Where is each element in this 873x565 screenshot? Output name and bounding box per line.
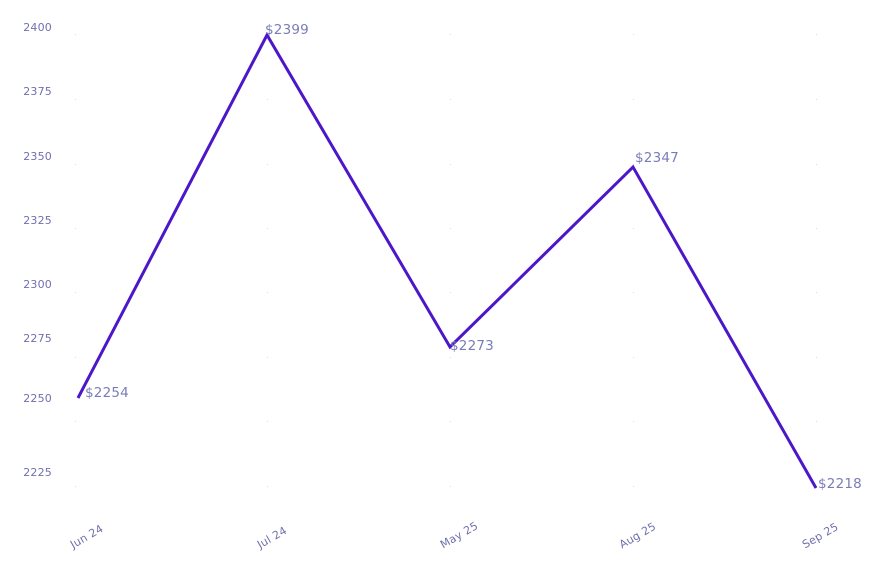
grid-dot [267,421,268,422]
grid-dot [75,34,76,35]
y-axis-tick-label: 2350 [23,150,52,163]
grid-dot [267,292,268,293]
grid-dot [75,164,76,165]
grid-dot [450,34,451,35]
grid-dot [450,421,451,422]
grid-dot [450,292,451,293]
grid-dot [267,99,268,100]
grid-dot [633,164,634,165]
grid-dot [75,99,76,100]
data-point-label: $2347 [635,150,679,166]
y-axis-tick-label: 2275 [23,332,52,345]
y-axis-tick-label: 2300 [23,278,52,291]
grid-dot [450,228,451,229]
grid-dot [267,164,268,165]
grid-dot [633,228,634,229]
grid-dot [75,357,76,358]
grid-dot [75,292,76,293]
grid-dot [450,99,451,100]
grid-dot [75,228,76,229]
grid-dot [633,34,634,35]
y-axis-tick-label: 2250 [23,392,52,405]
grid-dot [633,99,634,100]
data-point-label: $2399 [265,22,309,38]
grid-dot [633,486,634,487]
y-axis-tick-label: 2400 [23,21,52,34]
grid-dot [75,486,76,487]
grid-dot [816,421,817,422]
series-line-path [76,31,818,489]
y-axis-tick-label: 2375 [23,85,52,98]
grid-dot [816,357,817,358]
grid-dot [816,164,817,165]
grid-dot [816,292,817,293]
data-point-label: $2218 [818,476,862,492]
grid-dot [450,357,451,358]
y-axis-tick-label: 2325 [23,214,52,227]
grid-dot [267,228,268,229]
grid-dot [267,357,268,358]
grid-dot [450,164,451,165]
data-point-label: $2254 [85,385,129,401]
grid-dot [450,486,451,487]
grid-dot [267,486,268,487]
grid-dot [633,292,634,293]
grid-dot [633,421,634,422]
grid-dot [633,357,634,358]
y-axis-tick-label: 2225 [23,466,52,479]
data-point-label: $2273 [450,338,494,354]
grid-dot [816,34,817,35]
grid-dot [75,421,76,422]
grid-dot [816,228,817,229]
grid-dot [816,99,817,100]
